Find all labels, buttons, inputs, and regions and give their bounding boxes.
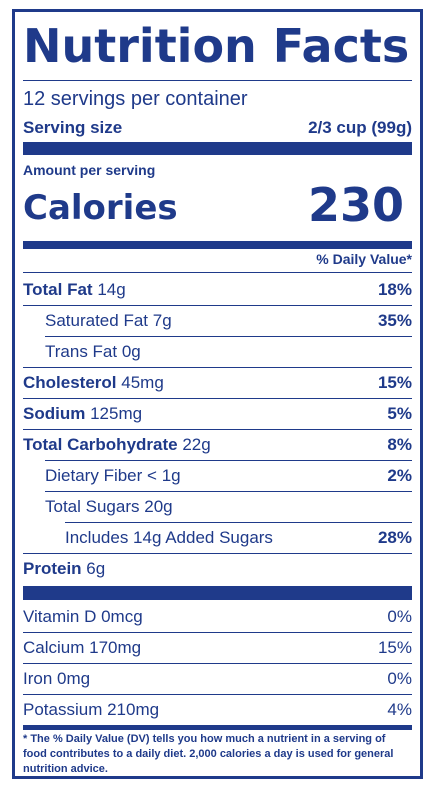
nutrient-amount: 125mg: [90, 404, 143, 423]
vitamin-row-calcium: Calcium 170mg 15%: [23, 633, 412, 663]
servings-per-container: 12 servings per container: [23, 88, 248, 110]
nutrient-label: Trans Fat: [45, 342, 118, 361]
daily-value-header: % Daily Value*: [316, 251, 412, 267]
vitamin-dv: 15%: [377, 638, 412, 657]
nutrient-row-added-sugars: Includes 14g Added Sugars 28%: [23, 523, 412, 553]
nutrient-dv: 15%: [377, 373, 412, 392]
nutrient-dv: 8%: [387, 435, 412, 454]
nutrient-row-dietary-fiber: Dietary Fiber < 1g 2%: [23, 461, 412, 491]
nutrient-dv: 18%: [377, 280, 412, 299]
vitamin-label: Potassium 210mg: [23, 700, 160, 719]
nutrient-label: Total Sugars: [45, 497, 140, 516]
nutrient-label: Total Carbohydrate: [23, 435, 178, 454]
divider: [23, 367, 412, 368]
vitamin-dv: 0%: [387, 607, 412, 626]
nutrient-row-protein: Protein 6g: [23, 554, 412, 584]
nutrient-label: Sodium: [23, 404, 86, 423]
footnote: * The % Daily Value (DV) tells you how m…: [23, 733, 394, 775]
serving-size-label: Serving size: [23, 118, 123, 137]
nutrient-row-cholesterol: Cholesterol 45mg 15%: [23, 368, 412, 398]
nutrient-amount: 0g: [121, 342, 141, 361]
nutrient-amount: 45mg: [121, 373, 164, 392]
divider: [23, 80, 412, 81]
divider: [23, 305, 412, 306]
label-title: Nutrition Facts: [23, 19, 410, 73]
divider: [65, 522, 412, 523]
divider: [23, 663, 412, 664]
nutrient-row-sodium: Sodium 125mg 5%: [23, 399, 412, 429]
nutrient-amount: < 1g: [147, 466, 181, 485]
nutrition-label: Nutrition Facts 12 servings per containe…: [12, 9, 423, 779]
calories-label: Calories: [23, 188, 178, 228]
nutrient-row-trans-fat: Trans Fat 0g: [23, 337, 412, 367]
thick-divider: [23, 725, 412, 730]
vitamin-label: Vitamin D 0mcg: [23, 607, 143, 626]
nutrient-label: Total Fat: [23, 280, 93, 299]
nutrient-amount: 7g: [152, 311, 172, 330]
thick-divider: [23, 586, 412, 600]
nutrient-label: Dietary Fiber: [45, 466, 143, 485]
divider: [45, 460, 412, 461]
calories-value: 230: [307, 178, 404, 232]
nutrient-row-total-sugars: Total Sugars 20g: [23, 492, 412, 522]
nutrient-amount: 6g: [86, 559, 106, 578]
vitamin-row-vitamin-d: Vitamin D 0mcg 0%: [23, 602, 412, 632]
nutrient-amount: 20g: [144, 497, 173, 516]
nutrient-row-total-fat: Total Fat 14g 18%: [23, 275, 412, 305]
nutrient-row-saturated-fat: Saturated Fat 7g 35%: [23, 306, 412, 336]
nutrient-amount: 14g: [97, 280, 126, 299]
divider: [23, 632, 412, 633]
divider: [23, 429, 412, 430]
divider: [45, 336, 412, 337]
label-content: Nutrition Facts 12 servings per containe…: [23, 12, 412, 776]
nutrient-label: Saturated Fat: [45, 311, 149, 330]
nutrient-dv: 28%: [377, 528, 412, 547]
thick-divider: [23, 142, 412, 155]
divider: [23, 398, 412, 399]
nutrient-dv: 5%: [387, 404, 412, 423]
vitamin-row-potassium: Potassium 210mg 4%: [23, 695, 412, 725]
nutrient-dv: 35%: [377, 311, 412, 330]
divider: [23, 553, 412, 554]
nutrient-dv: 2%: [387, 466, 412, 485]
serving-size-value: 2/3 cup (99g): [308, 118, 412, 137]
amount-per-serving: Amount per serving: [23, 162, 156, 178]
vitamin-label: Iron 0mg: [23, 669, 91, 688]
thick-divider: [23, 241, 412, 249]
divider: [23, 272, 412, 273]
divider: [23, 694, 412, 695]
nutrient-label: Cholesterol: [23, 373, 117, 392]
nutrient-amount: 22g: [182, 435, 211, 454]
vitamin-dv: 4%: [387, 700, 412, 719]
divider: [45, 491, 412, 492]
nutrient-label: Includes 14g Added Sugars: [65, 528, 273, 547]
vitamin-row-iron: Iron 0mg 0%: [23, 664, 412, 694]
nutrient-row-total-carbohydrate: Total Carbohydrate 22g 8%: [23, 430, 412, 460]
vitamin-dv: 0%: [387, 669, 412, 688]
nutrient-label: Protein: [23, 559, 82, 578]
serving-size: Serving size 2/3 cup (99g): [23, 118, 412, 138]
vitamin-label: Calcium 170mg: [23, 638, 142, 657]
